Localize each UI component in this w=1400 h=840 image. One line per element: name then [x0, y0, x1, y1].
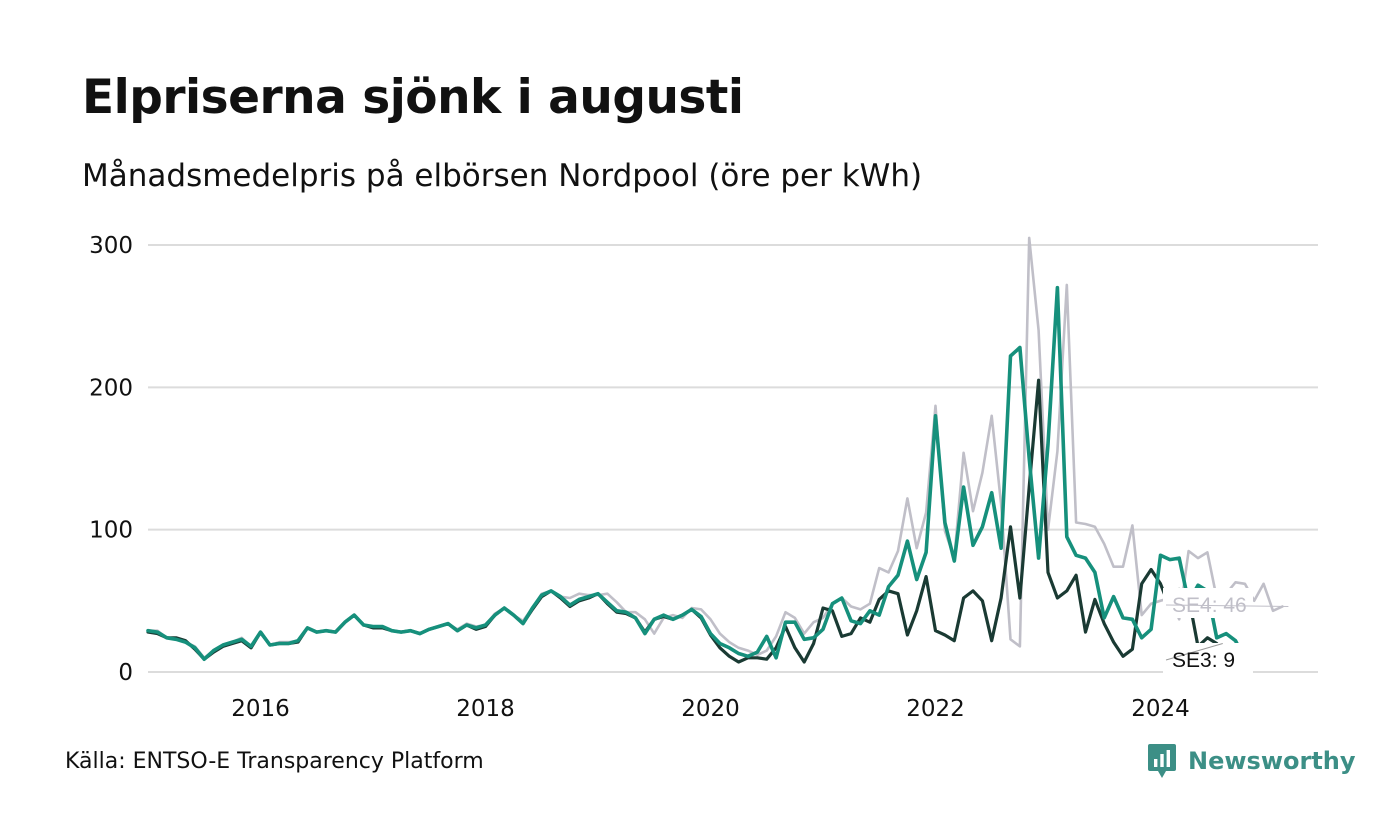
x-tick-label: 2022: [906, 696, 965, 722]
y-tick-label: 300: [89, 233, 133, 259]
x-tick-label: 2016: [231, 696, 290, 722]
y-tick-label: 0: [118, 660, 133, 686]
brand-name: Newsworthy: [1188, 747, 1356, 775]
chart-subtitle: Månadsmedelpris på elbörsen Nordpool (ör…: [82, 158, 923, 194]
chart-title: Elpriserna sjönk i augusti: [82, 70, 744, 125]
x-tick-label: 2020: [681, 696, 740, 722]
x-axis-ticks: 2016 2018 2020 2022 2024: [231, 696, 1190, 722]
y-axis-ticks: 0 100 200 300: [89, 233, 133, 686]
end-label-leader: [1165, 643, 1223, 661]
end-label-leader: [1165, 604, 1289, 608]
y-tick-label: 200: [89, 375, 133, 401]
series-se4-line: [146, 236, 1284, 660]
series-lines: [146, 236, 1284, 664]
x-tick-label: 2024: [1131, 696, 1190, 722]
source-note: Källa: ENTSO-E Transparency Platform: [65, 749, 484, 774]
end-label-se4: SE4: 46: [1172, 594, 1247, 617]
brand-logo: Newsworthy: [1148, 744, 1356, 778]
x-tick-label: 2018: [456, 696, 515, 722]
y-tick-label: 100: [89, 518, 133, 544]
series-green-line: [146, 285, 1247, 662]
gridlines: [148, 244, 1318, 673]
end-labels: SE4: 46 SE3: 9: [1163, 588, 1289, 673]
end-label-bg: [1163, 588, 1253, 618]
end-label-se3: SE3: 9: [1172, 649, 1235, 672]
newsworthy-logo-icon: [1148, 744, 1176, 778]
series-se3-line: [146, 378, 1219, 664]
